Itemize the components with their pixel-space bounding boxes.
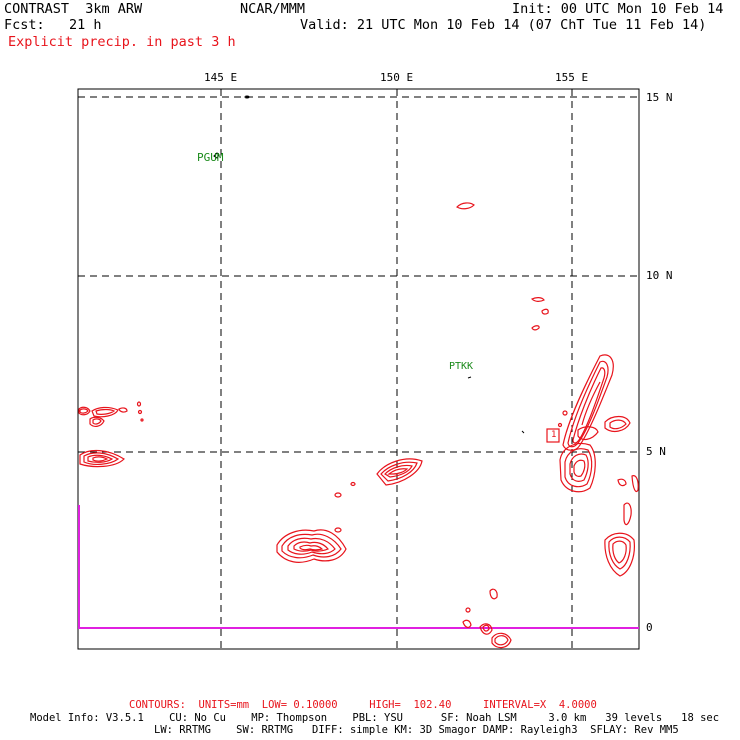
precip-cell — [276, 481, 356, 563]
station-label-pgum: PGUM — [197, 151, 224, 164]
model-info-line-2: LW: RRTMG SW: RRTMG DIFF: simple KM: 3D … — [154, 724, 679, 736]
org-label: NCAR/MMM — [240, 1, 306, 17]
precip-cell — [557, 354, 631, 493]
field-title: Explicit precip. in past 3 h — [8, 34, 236, 50]
lon-label-150: 150 E — [380, 71, 414, 84]
max-marker-box — [546, 428, 560, 443]
station-label-ptkk: PTKK — [449, 361, 474, 372]
precip-cell — [78, 401, 144, 427]
island — [521, 430, 525, 434]
lon-label-155: 155 E — [555, 71, 589, 84]
lat-label-10n: 10 N — [646, 269, 673, 282]
lat-label-equator: 0 — [646, 621, 653, 634]
precip-cell — [604, 475, 639, 577]
valid-time: Valid: 21 UTC Mon 10 Feb 14 (07 ChT Tue … — [300, 17, 707, 33]
precip-cell — [462, 588, 512, 649]
model-info-line-1: Model Info: V3.5.1 CU: No Cu MP: Thompso… — [30, 712, 720, 724]
model-title: CONTRAST 3km ARW — [4, 1, 143, 17]
coastlines — [213, 95, 525, 434]
precip-contours — [78, 202, 639, 649]
island — [244, 95, 250, 99]
init-time: Init: 00 UTC Mon 10 Feb 14 — [512, 1, 724, 17]
max-marker-label: 1 — [551, 430, 557, 440]
graticule — [78, 89, 639, 649]
contour-info: CONTOURS: UNITS=mm LOW= 0.10000 HIGH= 10… — [129, 699, 597, 711]
forecast-hour: Fcst: 21 h — [4, 17, 102, 33]
lat-label-15n: 15 N — [646, 91, 673, 104]
island — [213, 152, 220, 159]
domain-boundary — [78, 505, 639, 629]
map-frame — [77, 88, 640, 650]
lat-label-5n: 5 N — [646, 445, 666, 458]
precip-cell — [456, 202, 549, 331]
lon-label-145: 145 E — [204, 71, 238, 84]
precip-cell — [376, 458, 423, 486]
island — [467, 376, 472, 379]
precip-cell — [79, 449, 125, 468]
